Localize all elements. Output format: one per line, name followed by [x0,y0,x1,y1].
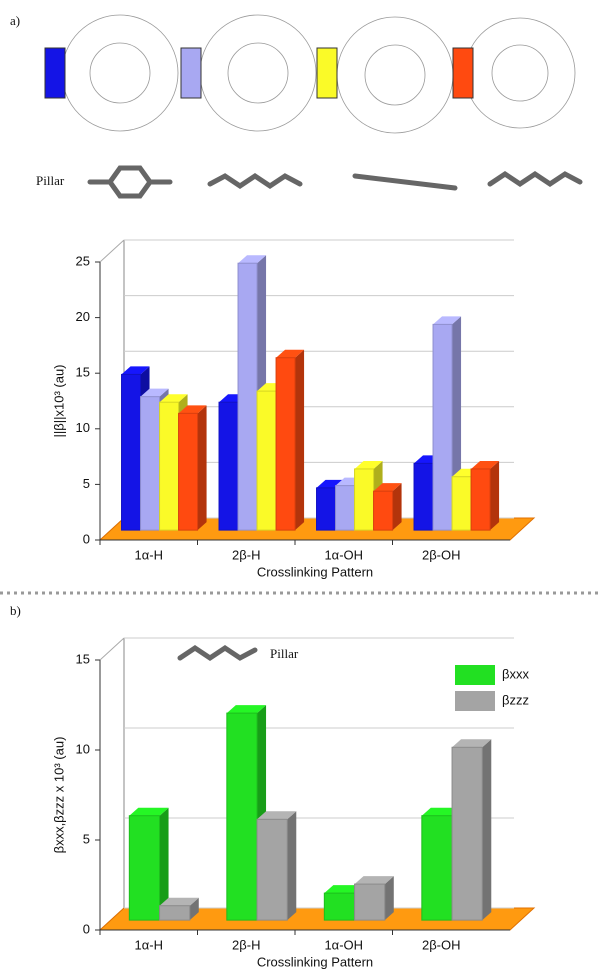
x-tick-label: 1α-H [135,937,163,952]
x-tick-label: 1α-OH [324,937,363,952]
bar [121,373,142,531]
bar-top [159,897,199,906]
y-tick-label: 5 [83,831,90,846]
bar [140,396,161,531]
bar-top [121,366,150,375]
legend-swatch [44,47,66,99]
bar [421,815,453,921]
legend-label: βzzz [502,692,529,707]
x-tick-label: 1α-OH [324,547,363,562]
bar [256,818,288,921]
bar-top [140,388,169,397]
bar-side [392,483,402,531]
bar-top [276,349,305,358]
bar [226,712,258,921]
x-tick-label: 2β-H [232,547,260,562]
y-tick-label: 10 [76,741,90,756]
bar-top [129,807,169,816]
pillar-structures [87,165,583,199]
bar-top [238,255,267,264]
bar-side [197,405,207,531]
side-wall [99,239,125,541]
y-tick-label: 20 [76,309,90,324]
legend-swatch [316,47,338,99]
bar [432,323,453,531]
y-tick-label: 0 [83,921,90,936]
bar [451,746,483,921]
panel-label: a) [10,13,20,28]
x-tick-label: 2β-H [232,937,260,952]
y-tick-label: 5 [83,476,90,491]
annotation: Pillar [36,173,65,188]
bar [373,490,394,531]
bar-top [452,739,492,748]
bar [159,905,191,921]
bar-top [433,316,462,325]
bar-side [189,897,199,921]
y-axis-label: ||β||x10³ (au) [51,364,66,437]
y-axis-label: βxxx,βzzz x 10³ (au) [51,737,66,854]
bar [323,892,356,921]
x-axis-label: Crosslinking Pattern [257,564,373,579]
legend-swatch [180,47,202,99]
y-tick-label: 15 [76,651,90,666]
bar [178,412,199,531]
bar [256,390,277,531]
bar [316,487,337,531]
bar-side [295,349,305,531]
bar [237,262,258,531]
bar-side [287,811,297,921]
x-tick-label: 1α-H [135,547,163,562]
panel-label: b) [10,603,21,618]
bar [413,462,434,531]
legend-label: βxxx [502,666,529,681]
annotation: Pillar [270,646,299,661]
bar [354,468,375,531]
bar-top [373,483,402,492]
legend-swatch [455,691,495,711]
bar-top [257,811,297,820]
y-tick-label: 0 [83,531,90,546]
bar [354,883,386,921]
bar-top [159,394,188,403]
y-tick-label: 25 [76,253,90,268]
bar [128,815,161,921]
bar-side [384,876,394,921]
bar-top [421,807,462,816]
x-tick-label: 2β-OH [422,937,461,952]
bar-top [324,885,364,894]
y-tick-label: 10 [76,420,90,435]
y-tick-label: 15 [76,365,90,380]
bar-top [354,876,394,885]
bar [218,401,239,531]
bar [275,357,296,531]
bar-side [159,807,169,921]
bar [451,476,472,531]
bar [335,485,356,531]
bar-top [471,460,500,469]
x-tick-label: 2β-OH [422,547,461,562]
bar [470,468,491,531]
molecule-b [177,644,258,662]
legend-swatch [452,47,474,99]
x-axis-label: Crosslinking Pattern [257,954,373,969]
legend-swatch [455,665,495,685]
bar-side [482,739,492,921]
bar-top [354,460,383,469]
bar [159,401,180,531]
bar-top [226,705,267,714]
bar-top [178,405,207,414]
side-wall [99,637,125,931]
bar-side [490,460,500,531]
